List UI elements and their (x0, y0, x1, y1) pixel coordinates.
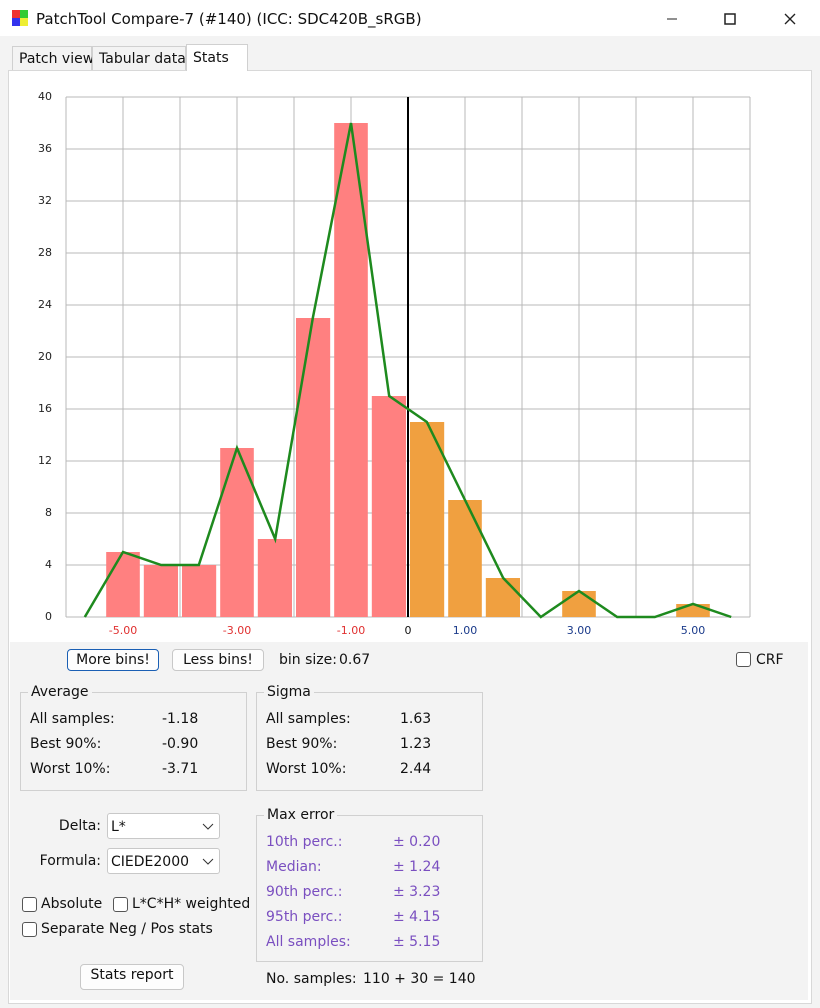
y-tick-label: 40 (38, 90, 52, 103)
checkbox-label: Absolute (41, 896, 103, 912)
max_error-row-label: Median: (266, 859, 322, 875)
bar (182, 565, 217, 617)
sigma-row-label: All samples: (266, 711, 351, 727)
bar (334, 123, 368, 617)
tab[interactable]: Patch view (12, 46, 94, 70)
app-icon (12, 10, 28, 26)
sigma-row-value: 1.23 (400, 736, 432, 752)
bin-size-label: bin size: (279, 652, 337, 668)
max_error-row-value: ± 5.15 (393, 934, 441, 950)
samples-label: No. samples: (266, 971, 357, 987)
x-tick-label: -5.00 (109, 624, 137, 637)
more-bins-button[interactable]: More bins! (67, 649, 159, 671)
weighted-checkbox[interactable] (113, 897, 128, 912)
y-tick-label: 36 (38, 142, 52, 155)
bar (143, 565, 178, 617)
x-tick-label: 3.00 (567, 624, 592, 637)
bar (410, 422, 445, 617)
delta-label: Delta: (58, 818, 101, 834)
max_error-row-label: 95th perc.: (266, 909, 343, 925)
separate-checkbox[interactable] (22, 922, 37, 937)
crf-label: CRF (756, 652, 784, 668)
checkbox-label: L*C*H* weighted (132, 896, 251, 912)
bar (448, 500, 482, 617)
max_error-row-value: ± 4.15 (393, 909, 441, 925)
max_error-row-label: All samples: (266, 934, 351, 950)
y-tick-label: 16 (38, 402, 52, 415)
window-controls[interactable] (650, 8, 810, 30)
average-title: Average (28, 683, 92, 701)
max_error-row-value: ± 0.20 (393, 834, 441, 850)
sigma-title: Sigma (264, 683, 314, 701)
max_error-row-label: 90th perc.: (266, 884, 343, 900)
y-tick-label: 8 (45, 506, 52, 519)
y-tick-label: 12 (38, 454, 52, 467)
sigma-row-value: 1.63 (400, 711, 432, 727)
max_error-title: Max error (264, 806, 338, 824)
max_error-box (256, 815, 483, 962)
crf-checkbox[interactable] (736, 652, 751, 667)
max_error-row-value: ± 3.23 (393, 884, 441, 900)
window-title: PatchTool Compare-7 (#140) (ICC: SDC420B… (36, 10, 422, 28)
bar (485, 578, 520, 617)
max_error-row-label: 10th perc.: (266, 834, 343, 850)
y-tick-label: 0 (45, 610, 52, 623)
delta-select[interactable]: L* (107, 813, 220, 839)
tab[interactable]: Tabular data (92, 46, 186, 70)
sigma-row-label: Worst 10%: (266, 761, 347, 777)
bar (296, 318, 331, 617)
bar (676, 604, 710, 617)
stats-report-button[interactable]: Stats report (80, 964, 184, 990)
bar (106, 552, 140, 617)
samples-value: 110 + 30 = 140 (363, 971, 476, 987)
bar (371, 396, 406, 617)
formula-label: Formula: (39, 853, 101, 869)
bin-size-value: 0.67 (339, 652, 371, 668)
x-tick-label: -1.00 (337, 624, 365, 637)
average-row-value: -1.18 (162, 711, 199, 727)
y-tick-label: 32 (38, 194, 52, 207)
checkbox-label: Separate Neg / Pos stats (41, 921, 213, 937)
average-row-label: Worst 10%: (30, 761, 111, 777)
formula-select[interactable]: CIEDE2000 (107, 848, 220, 874)
frequency-line (83, 122, 732, 619)
max_error-row-value: ± 1.24 (393, 859, 441, 875)
tab[interactable]: Stats (186, 44, 248, 71)
y-tick-label: 4 (45, 558, 52, 571)
x-tick-label: -3.00 (223, 624, 251, 637)
select-arrows (202, 823, 214, 865)
y-tick-label: 24 (38, 298, 52, 311)
sigma-row-label: Best 90%: (266, 736, 338, 752)
less-bins-button[interactable]: Less bins! (172, 649, 264, 671)
x-tick-label: 0 (405, 624, 412, 637)
average-row-label: All samples: (30, 711, 115, 727)
sigma-box (256, 692, 483, 791)
average-row-label: Best 90%: (30, 736, 102, 752)
bar (257, 539, 292, 617)
average-box (20, 692, 247, 791)
average-row-value: -3.71 (162, 761, 199, 777)
title-bar (0, 0, 820, 36)
average-row-value: -0.90 (162, 736, 199, 752)
x-tick-label: 1.00 (453, 624, 478, 637)
x-tick-label: 5.00 (681, 624, 706, 637)
y-tick-label: 28 (38, 246, 52, 259)
y-tick-label: 20 (38, 350, 52, 363)
bar (562, 591, 596, 617)
chart: 0 4 8 12 16 20 24 28 32 36 40 -5.00 -3.00 -1.00 0 1.00 3… (38, 90, 751, 637)
absolute-checkbox[interactable] (22, 897, 37, 912)
sigma-row-value: 2.44 (400, 761, 432, 777)
